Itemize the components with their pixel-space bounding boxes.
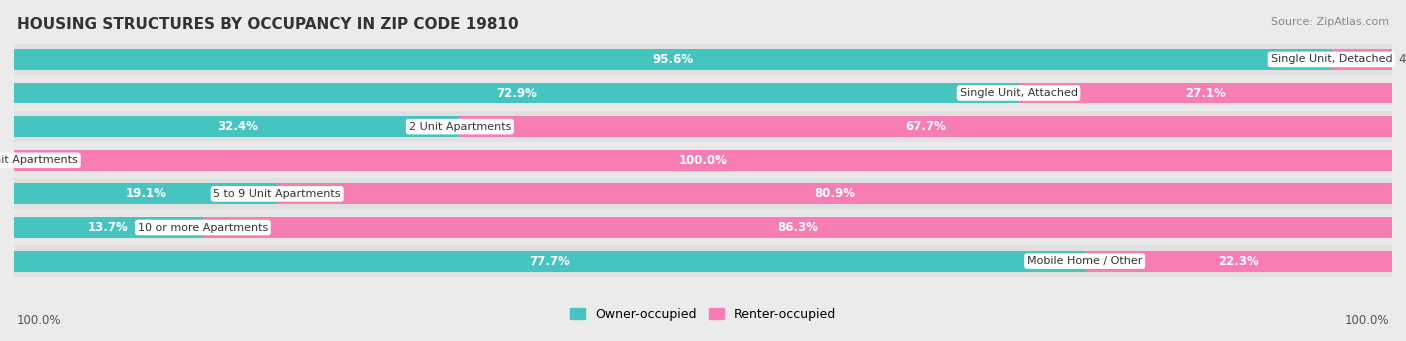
- Bar: [14, 245, 1392, 277]
- Bar: [14, 217, 202, 238]
- Bar: [1331, 49, 1392, 70]
- Text: 10 or more Apartments: 10 or more Apartments: [138, 223, 269, 233]
- Bar: [14, 83, 1018, 103]
- Bar: [14, 145, 1392, 176]
- Bar: [14, 44, 1392, 75]
- Text: 27.1%: 27.1%: [1185, 87, 1226, 100]
- Text: 13.7%: 13.7%: [89, 221, 129, 234]
- Text: 67.7%: 67.7%: [905, 120, 946, 133]
- Bar: [14, 178, 1392, 210]
- Bar: [14, 251, 1084, 271]
- Text: 72.9%: 72.9%: [496, 87, 537, 100]
- Bar: [14, 77, 1392, 109]
- Text: 95.6%: 95.6%: [652, 53, 693, 66]
- Text: 19.1%: 19.1%: [125, 188, 166, 201]
- Text: 86.3%: 86.3%: [778, 221, 818, 234]
- Text: 5 to 9 Unit Apartments: 5 to 9 Unit Apartments: [214, 189, 342, 199]
- Bar: [14, 212, 1392, 243]
- Text: 100.0%: 100.0%: [1344, 314, 1389, 327]
- Text: Source: ZipAtlas.com: Source: ZipAtlas.com: [1271, 17, 1389, 27]
- Text: 22.3%: 22.3%: [1218, 255, 1258, 268]
- Text: 80.9%: 80.9%: [814, 188, 855, 201]
- Bar: [14, 111, 1392, 143]
- Text: 77.7%: 77.7%: [529, 255, 569, 268]
- Text: 32.4%: 32.4%: [217, 120, 257, 133]
- Bar: [202, 217, 1392, 238]
- Text: Single Unit, Detached: Single Unit, Detached: [1271, 55, 1392, 64]
- Text: Mobile Home / Other: Mobile Home / Other: [1026, 256, 1142, 266]
- Bar: [1018, 83, 1392, 103]
- Text: 3 or 4 Unit Apartments: 3 or 4 Unit Apartments: [0, 155, 77, 165]
- Bar: [14, 150, 1392, 171]
- Text: HOUSING STRUCTURES BY OCCUPANCY IN ZIP CODE 19810: HOUSING STRUCTURES BY OCCUPANCY IN ZIP C…: [17, 17, 519, 32]
- Text: 4.4%: 4.4%: [1399, 53, 1406, 66]
- Legend: Owner-occupied, Renter-occupied: Owner-occupied, Renter-occupied: [565, 303, 841, 326]
- Text: 2 Unit Apartments: 2 Unit Apartments: [409, 122, 510, 132]
- Bar: [1084, 251, 1392, 271]
- Bar: [460, 116, 1392, 137]
- Text: Single Unit, Attached: Single Unit, Attached: [959, 88, 1077, 98]
- Text: 100.0%: 100.0%: [17, 314, 62, 327]
- Bar: [277, 183, 1392, 204]
- Bar: [14, 183, 277, 204]
- Text: 100.0%: 100.0%: [679, 154, 727, 167]
- Bar: [14, 116, 461, 137]
- Bar: [14, 49, 1331, 70]
